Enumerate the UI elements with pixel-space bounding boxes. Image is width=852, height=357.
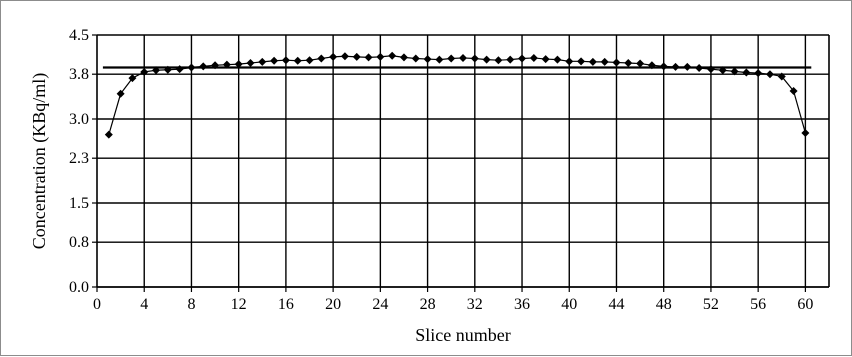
horizontal-gridlines (97, 34, 829, 288)
x-tick-label: 36 (514, 296, 530, 313)
data-point-marker (352, 52, 361, 61)
y-axis-title: Concentration (KBq/ml) (29, 73, 50, 249)
data-point-marker (281, 56, 290, 65)
y-tick-label: 2.3 (69, 150, 89, 167)
x-tick-label: 48 (656, 296, 672, 313)
data-point-marker (246, 59, 255, 67)
data-point-marker (163, 65, 172, 74)
data-point-marker (636, 59, 645, 68)
data-point-marker (494, 56, 503, 65)
y-tick-labels: 0.0 0.8 1.5 2.3 3.0 3.8 4.5 (69, 27, 89, 296)
data-point-marker (364, 53, 373, 62)
data-point-marker (577, 57, 586, 66)
data-point-marker (258, 57, 267, 66)
data-point-marker (718, 66, 727, 75)
data-point-marker (293, 56, 302, 65)
data-point-marker (600, 57, 609, 66)
x-tick-label: 40 (561, 296, 577, 313)
data-point-marker (187, 63, 196, 72)
data-point-marker (777, 72, 786, 81)
x-tick-label: 44 (608, 296, 624, 313)
x-tick-label: 24 (372, 296, 388, 313)
data-point-marker (518, 54, 527, 63)
data-point-marker (801, 129, 810, 137)
data-point-marker (128, 74, 137, 83)
data-point-marker (459, 53, 467, 62)
data-point-marker (116, 89, 125, 98)
data-point-marker (423, 55, 432, 64)
data-point-marker (447, 54, 456, 63)
data-point-marker (541, 55, 550, 64)
x-tick-label: 0 (93, 296, 101, 313)
y-tick-label: 1.5 (69, 195, 89, 212)
vertical-gridlines (143, 35, 807, 287)
data-point-marker (175, 65, 184, 74)
data-point-marker (399, 53, 408, 62)
data-point-marker (695, 64, 704, 73)
data-point-marker (470, 54, 479, 63)
data-point-marker (612, 58, 621, 67)
x-tick-label: 32 (467, 296, 483, 313)
x-tick-label: 8 (187, 296, 195, 313)
data-markers (104, 51, 810, 139)
y-tick-label: 0.0 (69, 279, 89, 296)
x-tick-label: 56 (750, 296, 766, 313)
y-tick-label: 3.0 (69, 111, 89, 128)
data-point-marker (270, 56, 279, 65)
data-point-marker (222, 60, 231, 69)
x-tick-label: 28 (420, 296, 436, 313)
data-point-marker (789, 87, 798, 95)
x-tick-label: 60 (797, 296, 813, 313)
data-point-marker (305, 56, 314, 65)
x-tick-labels: 0 4 8 12 16 20 24 28 32 36 40 44 48 52 56 60 (93, 296, 813, 313)
x-tick-label: 4 (140, 296, 148, 313)
data-point-marker (376, 52, 385, 61)
x-tick-label: 52 (703, 296, 719, 313)
data-point-marker (706, 65, 715, 74)
data-point-marker (211, 61, 220, 70)
data-point-marker (435, 55, 444, 64)
data-point-marker (647, 61, 656, 70)
data-point-marker (553, 55, 562, 64)
data-point-marker (765, 70, 774, 79)
data-point-marker (588, 57, 597, 66)
data-point-marker (506, 55, 515, 64)
data-point-marker (104, 130, 113, 139)
data-point-marker (388, 51, 397, 60)
data-point-marker (742, 68, 751, 77)
data-point-marker (671, 62, 680, 71)
x-axis-title: Slice number (415, 325, 510, 345)
x-tick-label: 12 (231, 296, 247, 313)
x-tick-label: 16 (278, 296, 294, 313)
data-point-marker (659, 62, 668, 71)
data-point-marker (152, 66, 161, 75)
data-point-marker (199, 62, 208, 71)
data-point-marker (234, 60, 243, 69)
data-point-marker (340, 52, 349, 61)
x-tick-label: 20 (325, 296, 341, 313)
data-point-marker (140, 67, 149, 76)
data-point-marker (329, 52, 338, 61)
data-point-marker (529, 53, 538, 62)
data-point-marker (624, 59, 633, 67)
data-point-marker (482, 55, 491, 64)
data-point-marker (317, 54, 326, 63)
y-tick-label: 4.5 (69, 27, 89, 44)
data-point-marker (411, 54, 420, 63)
data-point-marker (565, 57, 574, 66)
data-point-marker (754, 69, 763, 78)
data-point-marker (730, 67, 739, 76)
y-tick-label: 0.8 (69, 234, 89, 251)
data-point-marker (683, 62, 692, 71)
axes (92, 34, 830, 292)
y-tick-label: 3.8 (69, 66, 89, 83)
